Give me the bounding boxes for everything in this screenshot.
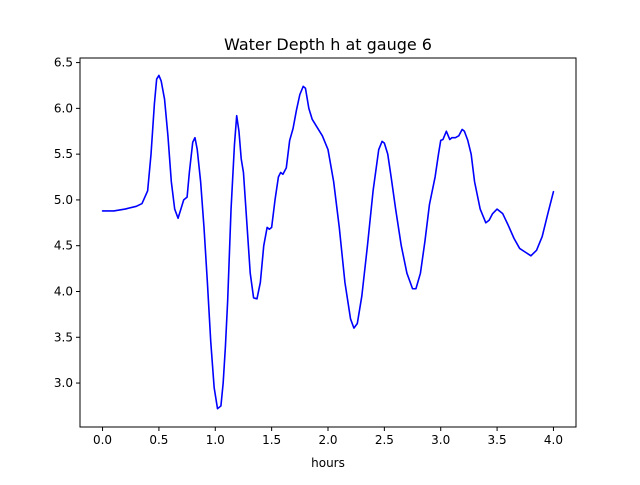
x-tick-label: 1.5 [262, 433, 281, 447]
y-tick-label: 3.0 [54, 376, 73, 390]
plot-area: 0.0 0.5 1.0 1.5 2.0 2.5 3.0 3.5 4.0 3.0 3.5 4.0 4.5 5… [54, 56, 577, 447]
y-tick-label: 5.0 [54, 193, 73, 207]
y-tick-label: 6.5 [54, 56, 73, 70]
y-tick-label: 4.0 [54, 284, 73, 298]
y-tick-label: 5.5 [54, 147, 73, 161]
x-axis-label: hours [311, 456, 345, 470]
y-tick-label: 4.5 [54, 239, 73, 253]
x-tick-label: 2.0 [318, 433, 337, 447]
x-tick-label: 3.0 [431, 433, 450, 447]
x-tick-label: 4.0 [544, 433, 563, 447]
y-tick-label: 6.0 [54, 101, 73, 115]
y-tick-label: 3.5 [54, 330, 73, 344]
series-line-0 [101, 74, 555, 410]
x-tick-label: 0.0 [93, 433, 112, 447]
x-tick-label: 1.0 [206, 433, 225, 447]
x-tick-label: 0.5 [149, 433, 168, 447]
x-tick-label: 2.5 [375, 433, 394, 447]
x-tick-label: 3.5 [488, 433, 507, 447]
chart-title: Water Depth h at gauge 6 [224, 35, 432, 54]
